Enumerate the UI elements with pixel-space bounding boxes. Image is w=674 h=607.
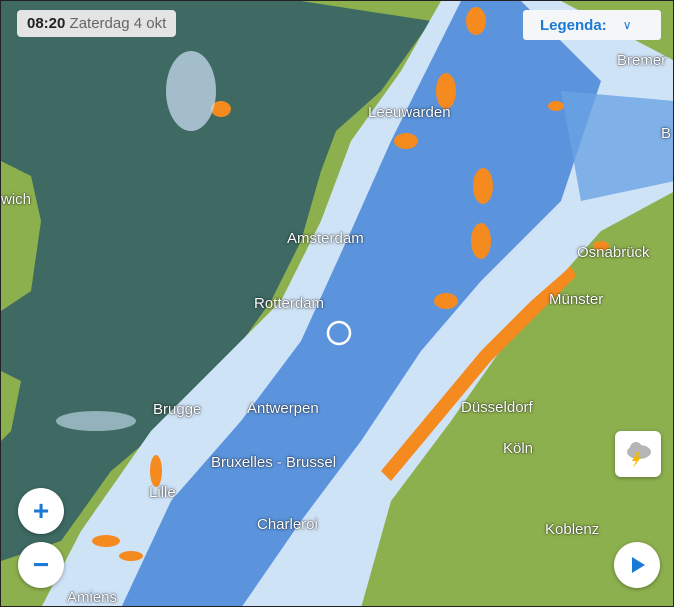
city-label: Düsseldorf — [461, 399, 533, 416]
timestamp-box: 08:20 Zaterdag 4 okt — [17, 10, 177, 37]
zoom-in-button[interactable]: + — [18, 488, 64, 534]
city-label: Amsterdam — [287, 230, 364, 247]
city-label: Bremer — [617, 52, 667, 69]
city-label: Koblenz — [545, 521, 600, 538]
city-label: wich — [1, 191, 32, 208]
legend-label: Legenda: — [540, 16, 607, 34]
date: Zaterdag 4 okt — [69, 15, 167, 32]
time: 08:20 — [27, 15, 66, 32]
city-label: Bruxelles - Brussel — [211, 454, 337, 471]
city-label: Leeuwarden — [368, 104, 451, 121]
city-label: Osnabrück — [577, 244, 650, 261]
city-label: B — [661, 125, 672, 142]
city-label: Brugge — [153, 401, 202, 418]
thunderstorm-icon — [627, 442, 651, 468]
rain-medium — [121, 1, 601, 606]
city-label: Münster — [549, 291, 604, 308]
location-marker-icon — [326, 320, 352, 346]
city-label: Charleroi — [257, 516, 318, 533]
rain-medium-2 — [561, 91, 673, 201]
zoom-out-button[interactable]: − — [18, 542, 64, 588]
thunderstorm-toggle-button[interactable] — [615, 431, 661, 477]
play-icon — [632, 557, 645, 573]
city-label: Amiens — [67, 589, 118, 606]
city-label: Antwerpen — [247, 400, 319, 417]
city-label: Köln — [503, 440, 534, 457]
play-button[interactable] — [614, 542, 660, 588]
rain-over-sea — [56, 51, 216, 431]
city-label: Rotterdam — [254, 295, 325, 312]
legend-dropdown[interactable]: Legenda: ∨ — [523, 10, 661, 40]
city-label: Lille — [149, 484, 176, 501]
chevron-down-icon: ∨ — [622, 18, 632, 32]
land-england — [1, 161, 41, 311]
land-england-south — [1, 371, 21, 441]
rain-heavy — [92, 7, 609, 561]
